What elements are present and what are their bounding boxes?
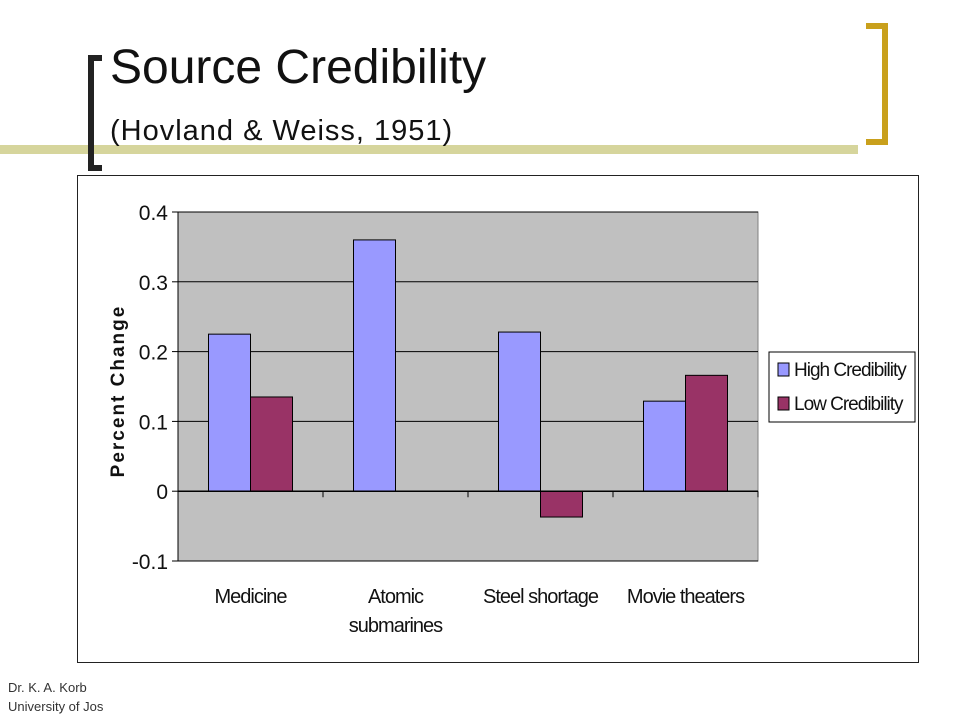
- accent-line: [0, 145, 858, 154]
- category-label: submarines: [349, 615, 443, 637]
- y-tick-label: -0.1: [132, 551, 168, 574]
- y-axis-label: Percent Change: [108, 305, 129, 478]
- legend-label: Low Credibility: [794, 394, 904, 415]
- chart-frame: -0.1 0 0.1 0.2 0.3 0.4 Percent Change Medicine A…: [77, 175, 919, 663]
- left-bracket: [88, 55, 102, 171]
- y-tick-label: 0: [156, 481, 168, 504]
- legend-swatch: [777, 396, 790, 411]
- footer-institution: University of Jos: [8, 699, 104, 714]
- bar-high-credibility: [208, 333, 251, 492]
- bar-low-credibility: [540, 490, 583, 518]
- bar-chart: -0.1 0 0.1 0.2 0.3 0.4 Percent Change Medicine A…: [108, 202, 916, 637]
- footer-author: Dr. K. A. Korb: [8, 680, 87, 695]
- slide-subtitle: (Hovland & Weiss, 1951): [110, 115, 454, 147]
- right-bracket: [866, 23, 888, 145]
- footer: Dr. K. A. Korb University of Jos: [8, 678, 103, 716]
- category-label: Movie theaters: [627, 586, 745, 608]
- legend-swatch: [777, 362, 790, 377]
- y-tick-label: 0.4: [139, 202, 169, 225]
- category-label: Steel shortage: [483, 586, 599, 608]
- y-tick-label: 0.1: [139, 411, 168, 434]
- bar-high-credibility: [498, 331, 541, 492]
- bar-low-credibility: [685, 374, 728, 492]
- y-tick-label: 0.2: [139, 342, 168, 365]
- y-tick-label: 0.3: [139, 272, 168, 295]
- bar-high-credibility: [643, 400, 686, 492]
- legend-box: [768, 351, 916, 423]
- category-label: Atomic: [368, 586, 424, 608]
- legend-label: High Credibility: [794, 360, 907, 381]
- plot-area: [177, 211, 759, 562]
- slide-title: Source Credibility: [110, 41, 487, 94]
- bar-high-credibility: [353, 239, 396, 492]
- category-label: Medicine: [214, 586, 287, 608]
- bar-low-credibility: [250, 396, 293, 492]
